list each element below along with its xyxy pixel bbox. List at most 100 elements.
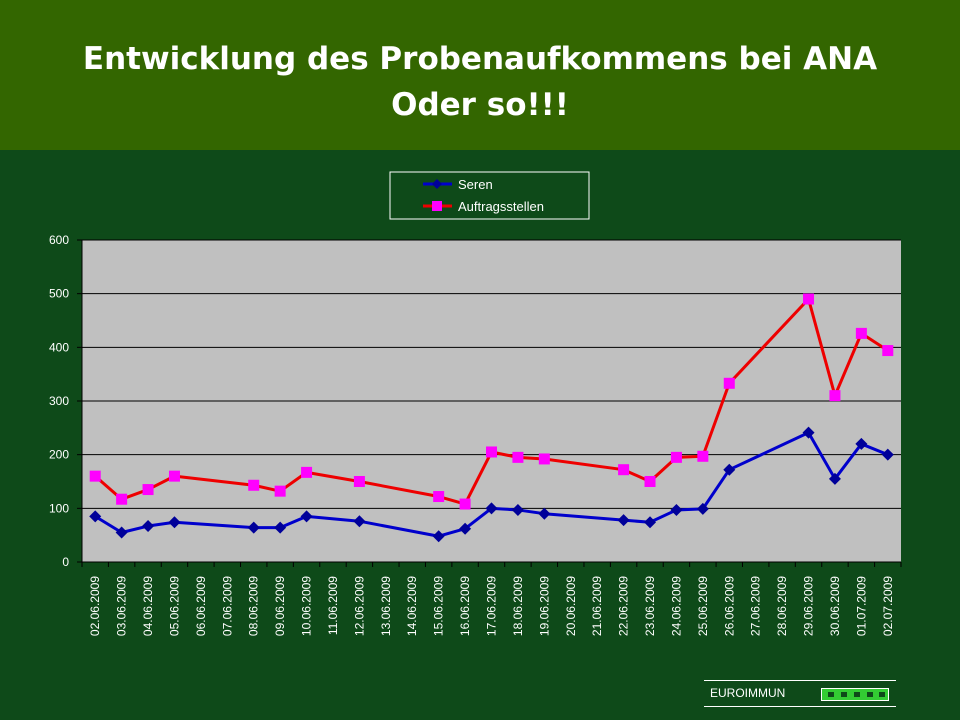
legend-auftragsstellen-marker (432, 201, 442, 211)
seren-point (802, 426, 815, 439)
seren-point (511, 503, 524, 516)
footer-brand: EUROIMMUN (710, 686, 786, 700)
seren-point (538, 507, 551, 520)
auftragsstellen-point (89, 470, 101, 482)
legend-seren-marker (432, 179, 442, 189)
footer-bar: EUROIMMUN (704, 680, 896, 707)
x-tick-label: 12.06.2009 (352, 576, 366, 636)
seren-point (855, 437, 868, 450)
seren-point (432, 530, 445, 543)
seren-point (670, 503, 683, 516)
x-tick-label: 03.06.2009 (115, 576, 129, 636)
x-tick-label: 04.06.2009 (141, 576, 155, 636)
legend-box (389, 171, 590, 220)
y-axis-ticks: 0 100 200 300 400 500 600 (49, 233, 83, 569)
y-tick-label: 400 (49, 340, 69, 354)
x-tick-label: 08.06.2009 (247, 576, 261, 636)
y-tick-label: 100 (49, 501, 69, 515)
x-tick-label: 02.07.2009 (881, 576, 895, 636)
seren-point (353, 515, 366, 528)
auftragsstellen-point (538, 453, 550, 465)
seren-point (247, 521, 260, 534)
brand-logo-icon (821, 688, 889, 701)
legend-seren-label: Seren (458, 177, 493, 192)
auftragsstellen-point (459, 498, 471, 510)
x-tick-label: 01.07.2009 (854, 576, 868, 636)
slide-title-line-1: Entwicklung des Probenaufkommens bei ANA (82, 41, 878, 77)
x-tick-label: 19.06.2009 (537, 576, 551, 636)
auftragsstellen-point (803, 293, 815, 305)
auftragsstellen-point (697, 450, 709, 462)
x-tick-label: 28.06.2009 (775, 576, 789, 636)
seren-point (828, 472, 841, 485)
seren-point (274, 521, 287, 534)
y-tick-label: 600 (49, 233, 69, 247)
seren-point (617, 514, 630, 527)
x-tick-label: 29.06.2009 (802, 576, 816, 636)
seren-point (485, 502, 498, 515)
x-tick-label: 16.06.2009 (458, 576, 472, 636)
seren-point (89, 510, 102, 523)
series-line-auftragsstellen (94, 297, 889, 506)
x-tick-label: 06.06.2009 (194, 576, 208, 636)
auftragsstellen-point (301, 466, 313, 478)
auftragsstellen-point (670, 451, 682, 463)
x-tick-label: 26.06.2009 (722, 576, 736, 636)
auftragsstellen-point (248, 479, 260, 491)
y-tick-label: 500 (49, 287, 69, 301)
y-tick-label: 200 (49, 448, 69, 462)
x-tick-label: 10.06.2009 (300, 576, 314, 636)
auftragsstellen-point (644, 476, 656, 487)
x-tick-label: 05.06.2009 (167, 576, 181, 636)
x-tick-label: 30.06.2009 (828, 576, 842, 636)
x-tick-label: 20.06.2009 (564, 576, 578, 636)
legend-auftragsstellen-label: Auftragsstellen (458, 199, 544, 214)
seren-point (723, 463, 736, 476)
seren-point (300, 510, 313, 523)
seren-point (696, 502, 709, 515)
x-tick-label: 23.06.2009 (643, 576, 657, 636)
x-tick-label: 02.06.2009 (88, 576, 102, 636)
x-tick-label: 21.06.2009 (590, 576, 604, 636)
auftragsstellen-point (274, 485, 286, 497)
auftragsstellen-point (618, 464, 630, 476)
x-tick-label: 14.06.2009 (405, 576, 419, 636)
x-tick-label: 07.06.2009 (220, 576, 234, 636)
x-axis-ticks: 02.06.2009 03.06.2009 04.06.2009 05.06.2009… (81, 562, 902, 636)
y-tick-label: 300 (49, 394, 69, 408)
legend: Seren Auftragsstellen (389, 171, 590, 220)
auftragsstellen-point (168, 470, 180, 482)
seren-point (115, 526, 128, 539)
seren-point (644, 516, 657, 529)
auftragsstellen-point (142, 484, 154, 496)
x-tick-label: 15.06.2009 (432, 576, 446, 636)
auftragsstellen-point (512, 451, 524, 463)
x-tick-label: 27.06.2009 (749, 576, 763, 636)
x-tick-label: 24.06.2009 (669, 576, 683, 636)
x-tick-label: 17.06.2009 (485, 576, 499, 636)
x-tick-label: 09.06.2009 (273, 576, 287, 636)
title-band (0, 0, 960, 150)
auftragsstellen-point (116, 493, 128, 505)
y-tick-label: 0 (62, 555, 69, 569)
auftragsstellen-point (433, 491, 445, 503)
slide-title-line-2: Oder so!!! (391, 87, 569, 123)
x-tick-label: 18.06.2009 (511, 576, 525, 636)
auftragsstellen-point (486, 446, 497, 458)
x-tick-label: 25.06.2009 (696, 576, 710, 636)
auftragsstellen-point (829, 390, 841, 402)
auftragsstellen-point (882, 345, 894, 357)
seren-point (459, 522, 472, 535)
auftragsstellen-point (723, 377, 735, 389)
auftragsstellen-point (353, 476, 365, 487)
x-tick-label: 13.06.2009 (379, 576, 393, 636)
auftragsstellen-point (855, 327, 867, 339)
series-layer (89, 293, 894, 543)
seren-point (881, 448, 894, 461)
slide-title: Entwicklung des Probenaufkommens bei ANA… (0, 36, 960, 128)
series-line-seren (94, 431, 889, 538)
seren-point (142, 520, 155, 533)
seren-point (168, 516, 181, 529)
x-tick-label: 11.06.2009 (326, 576, 340, 635)
